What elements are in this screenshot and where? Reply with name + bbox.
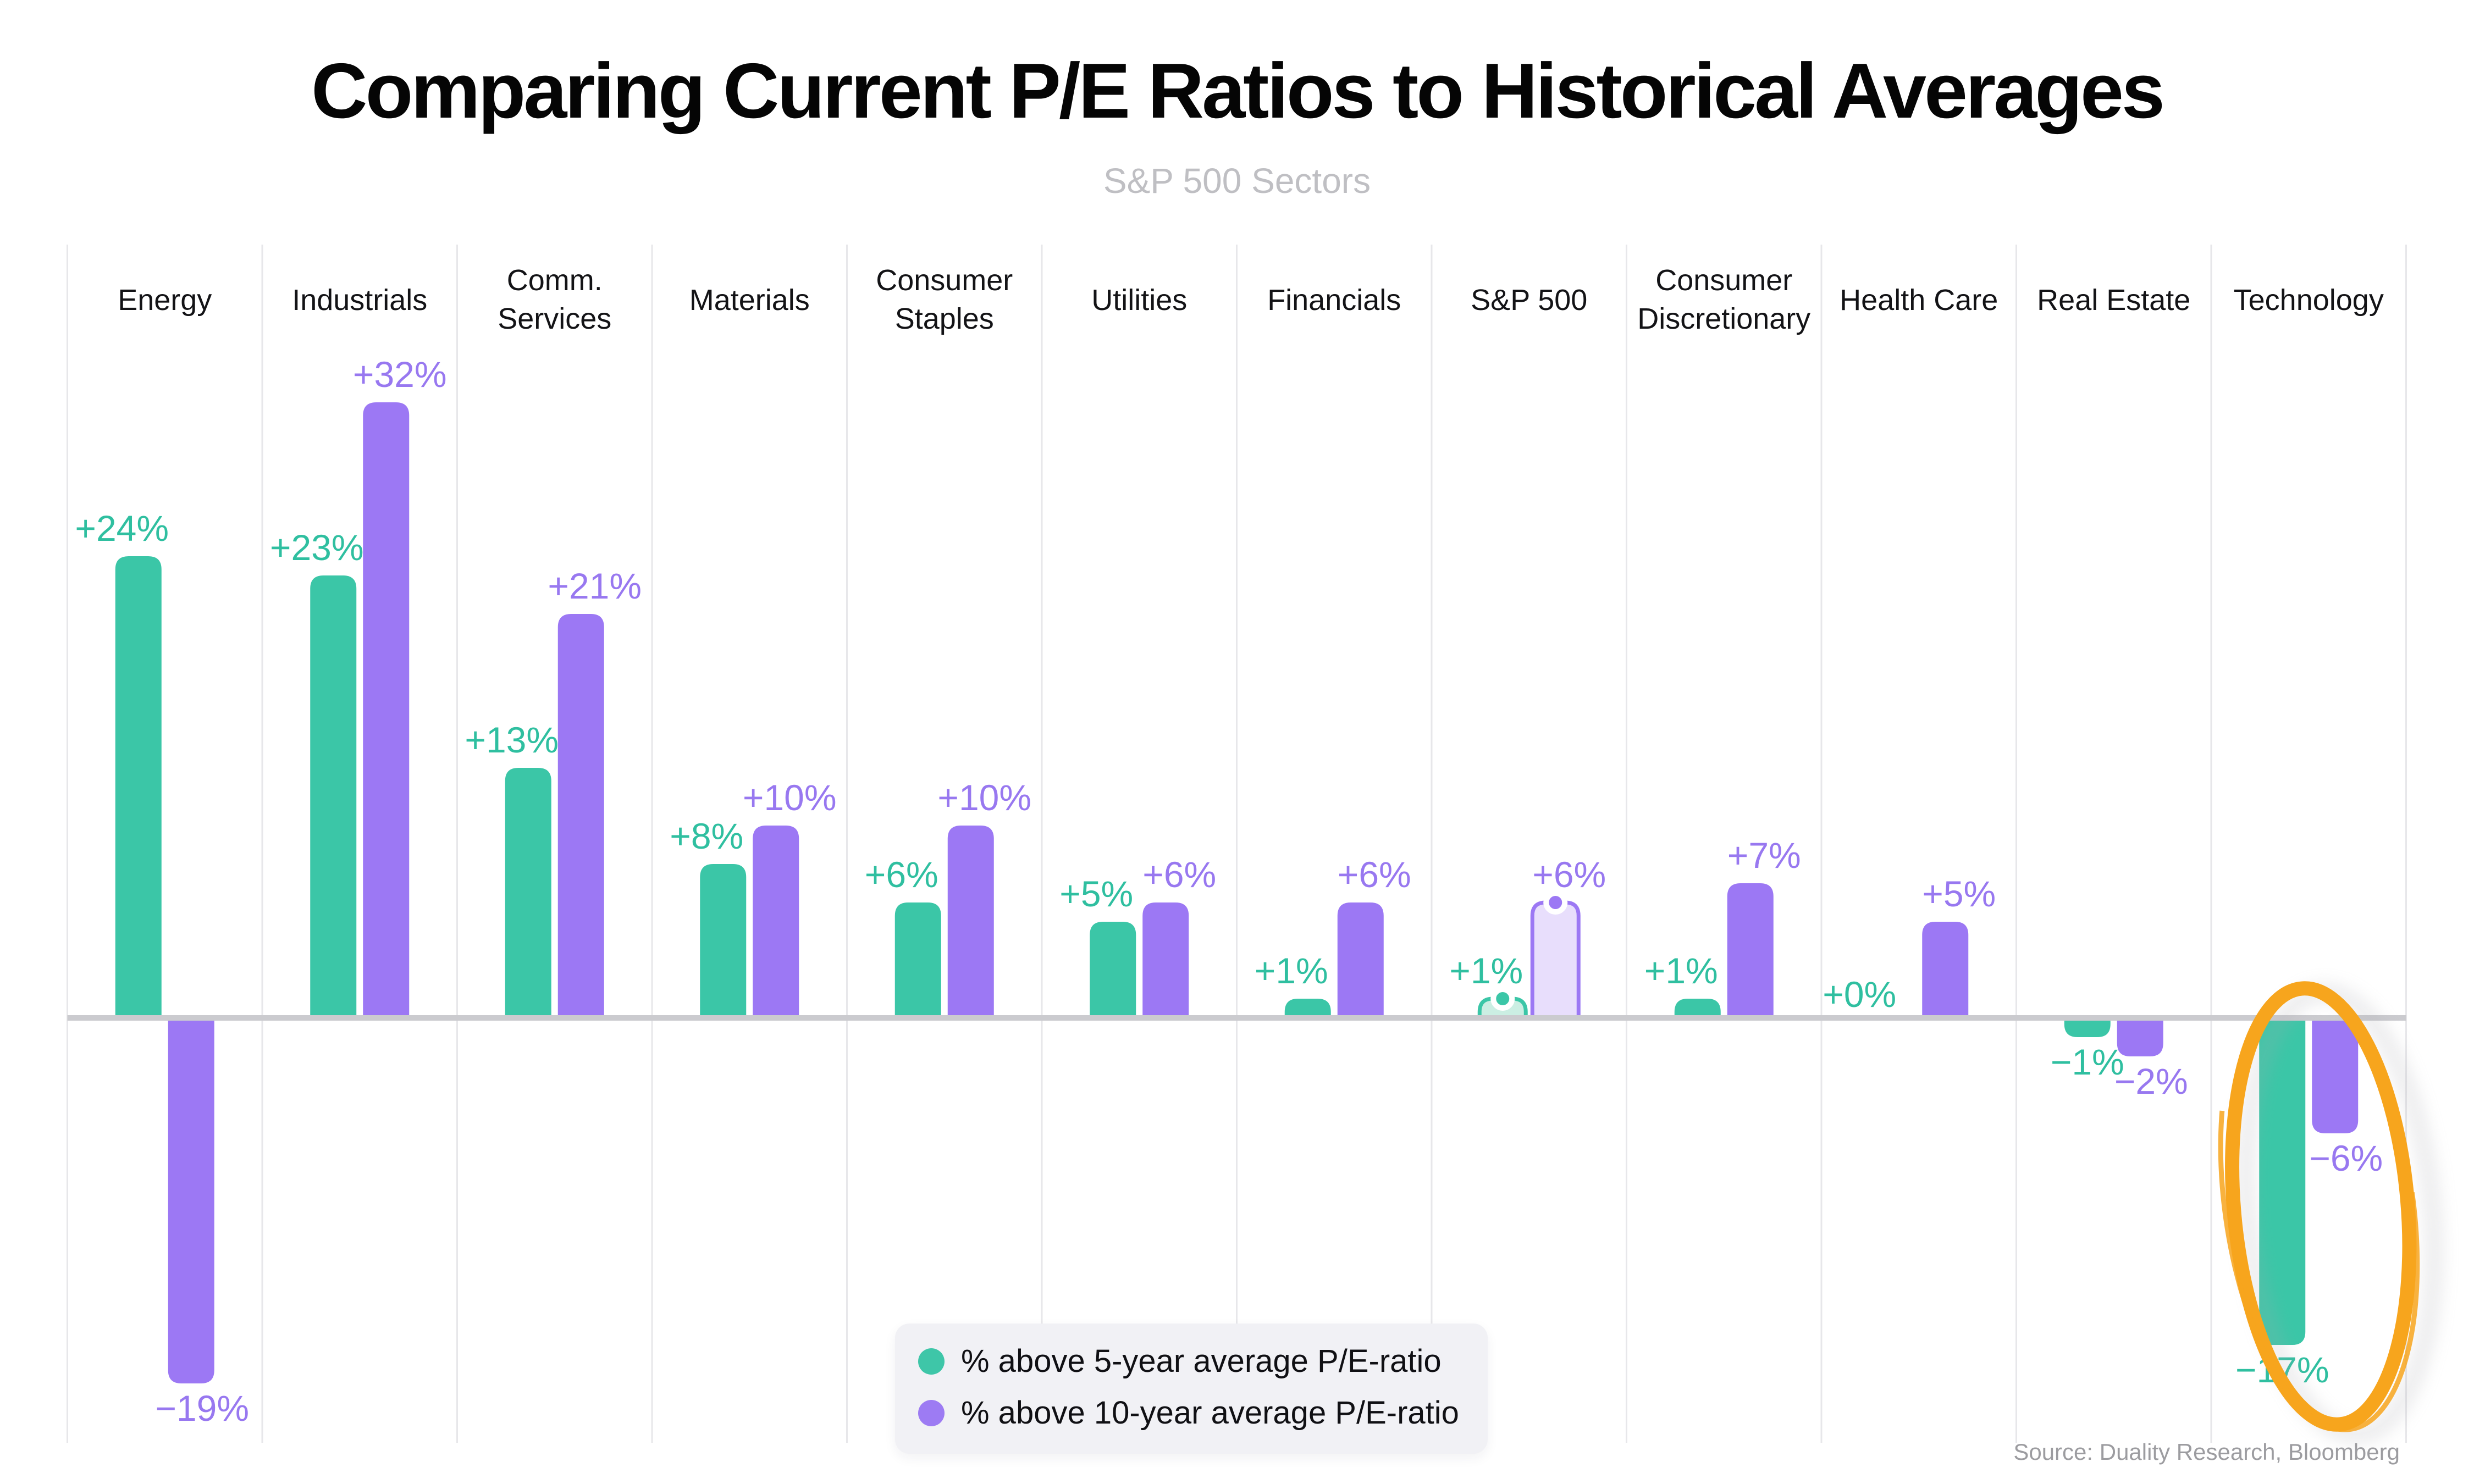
value-label-10yr-Comm.-Services: +21%: [548, 566, 642, 606]
bar-10yr-Financials: [1337, 902, 1384, 1018]
highlight-ellipse-icon: [2225, 981, 2417, 1432]
bar-10yr-Technology: [2312, 1018, 2359, 1133]
highlight-ellipse-stroke2-icon: [2218, 979, 2420, 1432]
value-label-10yr-Financials: +6%: [1338, 854, 1411, 895]
column-header-S&P 500: S&P 500: [1471, 284, 1587, 317]
legend: % above 5-year average P/E-ratio % above…: [895, 1324, 1488, 1454]
value-label-10yr-Utilities: +6%: [1142, 854, 1216, 895]
bar-10yr-S&P 500: [1530, 900, 1581, 1020]
value-label-10yr-Industrials: +32%: [353, 354, 447, 395]
column-header-Real Estate: Real Estate: [2037, 284, 2190, 317]
value-label-10yr-Consumer-Discretionary: +7%: [1727, 835, 1801, 876]
value-label-10yr-S&P 500: +6%: [1532, 854, 1606, 895]
bar-10yr-Materials: [753, 826, 799, 1018]
value-label-5yr-Financials: +1%: [1255, 950, 1328, 991]
column-header-Utilities: Utilities: [1091, 284, 1187, 317]
column-header-Energy: Energy: [118, 284, 212, 317]
bar-5yr-Financials: [1284, 999, 1331, 1018]
bar-5yr-Consumer-Discretionary: [1674, 999, 1721, 1018]
column-header-Comm.-Services: Comm. Services: [498, 264, 611, 335]
bar-10yr-Real Estate: [2117, 1018, 2163, 1056]
bar-10yr-Comm.-Services: [557, 614, 604, 1018]
legend-label-5yr: % above 5-year average P/E-ratio: [961, 1343, 1442, 1379]
column-header-Health Care: Health Care: [1840, 284, 1998, 317]
value-label-5yr-Materials: +8%: [670, 816, 743, 856]
column-header-Materials: Materials: [689, 284, 810, 317]
value-label-10yr-Consumer-Staples: +10%: [937, 777, 1031, 818]
value-label-5yr-S&P 500: +1%: [1449, 950, 1523, 991]
bar-5yr-Consumer-Staples: [894, 902, 941, 1018]
bar-10yr-Consumer-Discretionary: [1727, 883, 1774, 1018]
bar-10yr-Utilities: [1142, 902, 1189, 1018]
value-label-10yr-Real Estate: −2%: [2114, 1061, 2188, 1101]
value-label-10yr-Energy: −19%: [155, 1388, 249, 1428]
bar-10yr-Industrials: [363, 402, 410, 1018]
legend-dot-10yr-icon: [918, 1400, 945, 1427]
source-note: Source: Duality Research, Bloomberg: [2013, 1439, 2400, 1465]
marker-dot-5yr-S&P 500: [1490, 987, 1515, 1011]
column-header-Technology: Technology: [2234, 284, 2384, 317]
page-title: Comparing Current P/E Ratios to Historic…: [311, 47, 2165, 135]
legend-label-10yr: % above 10-year average P/E-ratio: [961, 1395, 1459, 1431]
value-label-5yr-Consumer-Discretionary: +1%: [1644, 950, 1718, 991]
value-label-5yr-Real Estate: −1%: [2051, 1042, 2124, 1082]
value-label-10yr-Technology: −6%: [2309, 1138, 2383, 1178]
legend-dot-5yr-icon: [918, 1348, 945, 1375]
legend-item-5yr: % above 5-year average P/E-ratio: [918, 1340, 1459, 1383]
value-label-5yr-Utilities: +5%: [1059, 873, 1133, 914]
value-label-5yr-Consumer-Staples: +6%: [865, 854, 938, 895]
bar-5yr-Technology: [2259, 1018, 2306, 1345]
bar-5yr-Industrials: [310, 575, 357, 1018]
bar-5yr-Energy: [115, 556, 162, 1018]
legend-item-10yr: % above 10-year average P/E-ratio: [918, 1392, 1459, 1435]
value-label-10yr-Materials: +10%: [743, 777, 837, 818]
value-label-10yr-Health Care: +5%: [1922, 873, 1996, 914]
bar-10yr-Energy: [168, 1018, 214, 1383]
bar-5yr-Materials: [700, 864, 747, 1018]
column-header-Financials: Financials: [1267, 284, 1401, 317]
marker-dot-10yr-S&P 500: [1543, 890, 1568, 915]
value-label-5yr-Comm.-Services: +13%: [465, 719, 559, 760]
bar-5yr-Comm.-Services: [505, 768, 551, 1018]
bar-10yr-Health Care: [1922, 922, 1969, 1018]
column-header-Consumer-Discretionary: Consumer Discretionary: [1637, 264, 1810, 335]
value-label-5yr-Health Care: +0%: [1823, 974, 1896, 1015]
bar-10yr-Consumer-Staples: [947, 826, 994, 1018]
value-label-5yr-Energy: +24%: [75, 508, 169, 549]
bar-5yr-Real Estate: [2064, 1018, 2111, 1037]
column-header-Consumer-Staples: Consumer Staples: [876, 264, 1013, 335]
column-header-Industrials: Industrials: [292, 284, 427, 317]
value-label-5yr-Industrials: +23%: [270, 527, 364, 568]
page-subtitle: S&P 500 Sectors: [1103, 161, 1371, 201]
bar-5yr-Utilities: [1090, 922, 1136, 1018]
